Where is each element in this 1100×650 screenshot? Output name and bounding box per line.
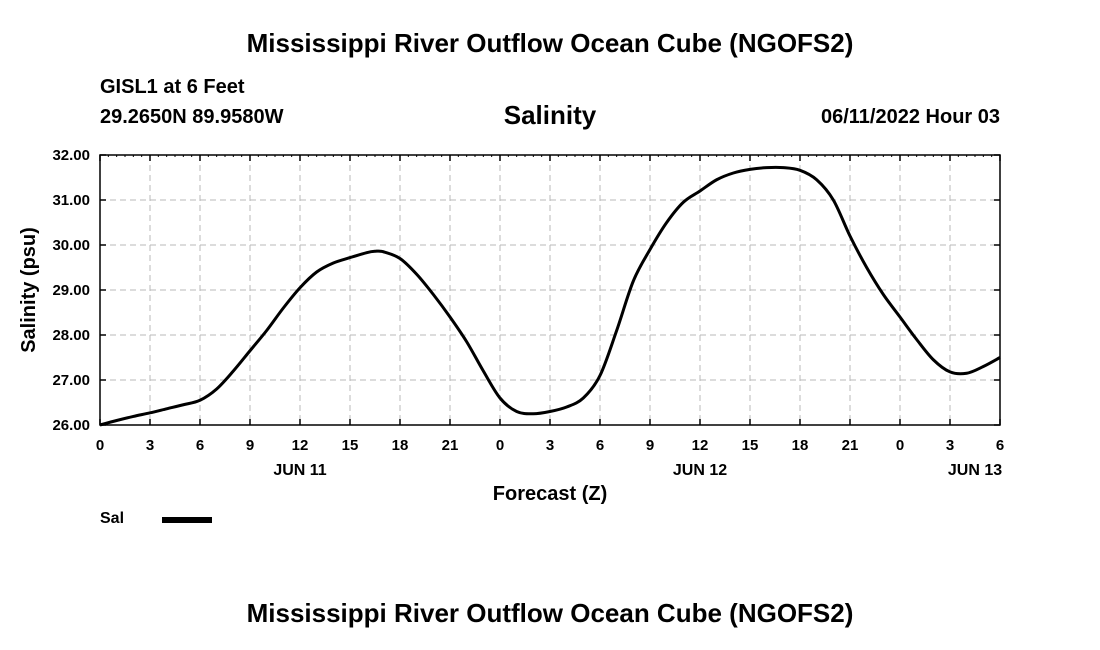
x-tick-label: 21 [842, 437, 859, 454]
legend-label: Sal [100, 510, 125, 527]
y-tick-label: 27.00 [52, 372, 90, 389]
x-tick-label: 9 [246, 437, 254, 454]
day-label: JUN 12 [673, 462, 727, 479]
x-tick-label: 6 [196, 437, 204, 454]
x-tick-label: 6 [596, 437, 604, 454]
x-tick-label: 0 [496, 437, 504, 454]
series [99, 165, 1001, 427]
day-label: JUN 13 [948, 462, 1002, 479]
y-tick-label: 31.00 [52, 192, 90, 209]
x-tick-label: 15 [342, 437, 359, 454]
station-label: GISL1 at 6 Feet [100, 76, 245, 98]
footer-title: Mississippi River Outflow Ocean Cube (NG… [246, 598, 854, 628]
x-tick-label: 3 [546, 437, 554, 454]
axis-ticks [99, 154, 1001, 426]
x-tick-label: 18 [792, 437, 809, 454]
y-tick-label: 30.00 [52, 237, 90, 254]
legend-swatch [162, 517, 212, 523]
y-tick-label: 26.00 [52, 417, 90, 434]
grid [100, 155, 1000, 425]
station-coordinates: 29.2650N 89.9580W [100, 106, 284, 128]
x-tick-label: 0 [896, 437, 904, 454]
x-tick-label: 21 [442, 437, 459, 454]
axis-labels: 0 3 6 9 12 15 18 21 0 3 6 9 12 15 18 21 0 3 6 26.00 27.00 28.… [52, 147, 1004, 479]
variable-title: Salinity [503, 100, 597, 130]
x-tick-label: 12 [692, 437, 709, 454]
x-tick-label: 18 [392, 437, 409, 454]
x-tick-label: 12 [292, 437, 309, 454]
y-tick-label: 28.00 [52, 327, 90, 344]
x-axis-label: Forecast (Z) [493, 483, 607, 505]
forecast-datestamp: 06/11/2022 Hour 03 [820, 106, 1000, 128]
y-tick-label: 32.00 [52, 147, 90, 164]
x-tick-label: 9 [646, 437, 654, 454]
series-line-sal [99, 165, 1001, 427]
x-tick-label: 0 [96, 437, 104, 454]
y-axis-label: Salinity (psu) [18, 227, 40, 353]
x-tick-label: 3 [146, 437, 154, 454]
x-tick-label: 6 [996, 437, 1004, 454]
day-label: JUN 11 [273, 462, 326, 479]
x-tick-label: 15 [742, 437, 759, 454]
salinity-chart: 0 3 6 9 12 15 18 21 0 3 6 9 12 15 18 21 0 3 6 26.00 27.00 28.… [18, 147, 1004, 505]
main-title: Mississippi River Outflow Ocean Cube (NG… [246, 28, 854, 58]
x-tick-label: 3 [946, 437, 954, 454]
y-tick-label: 29.00 [52, 282, 90, 299]
